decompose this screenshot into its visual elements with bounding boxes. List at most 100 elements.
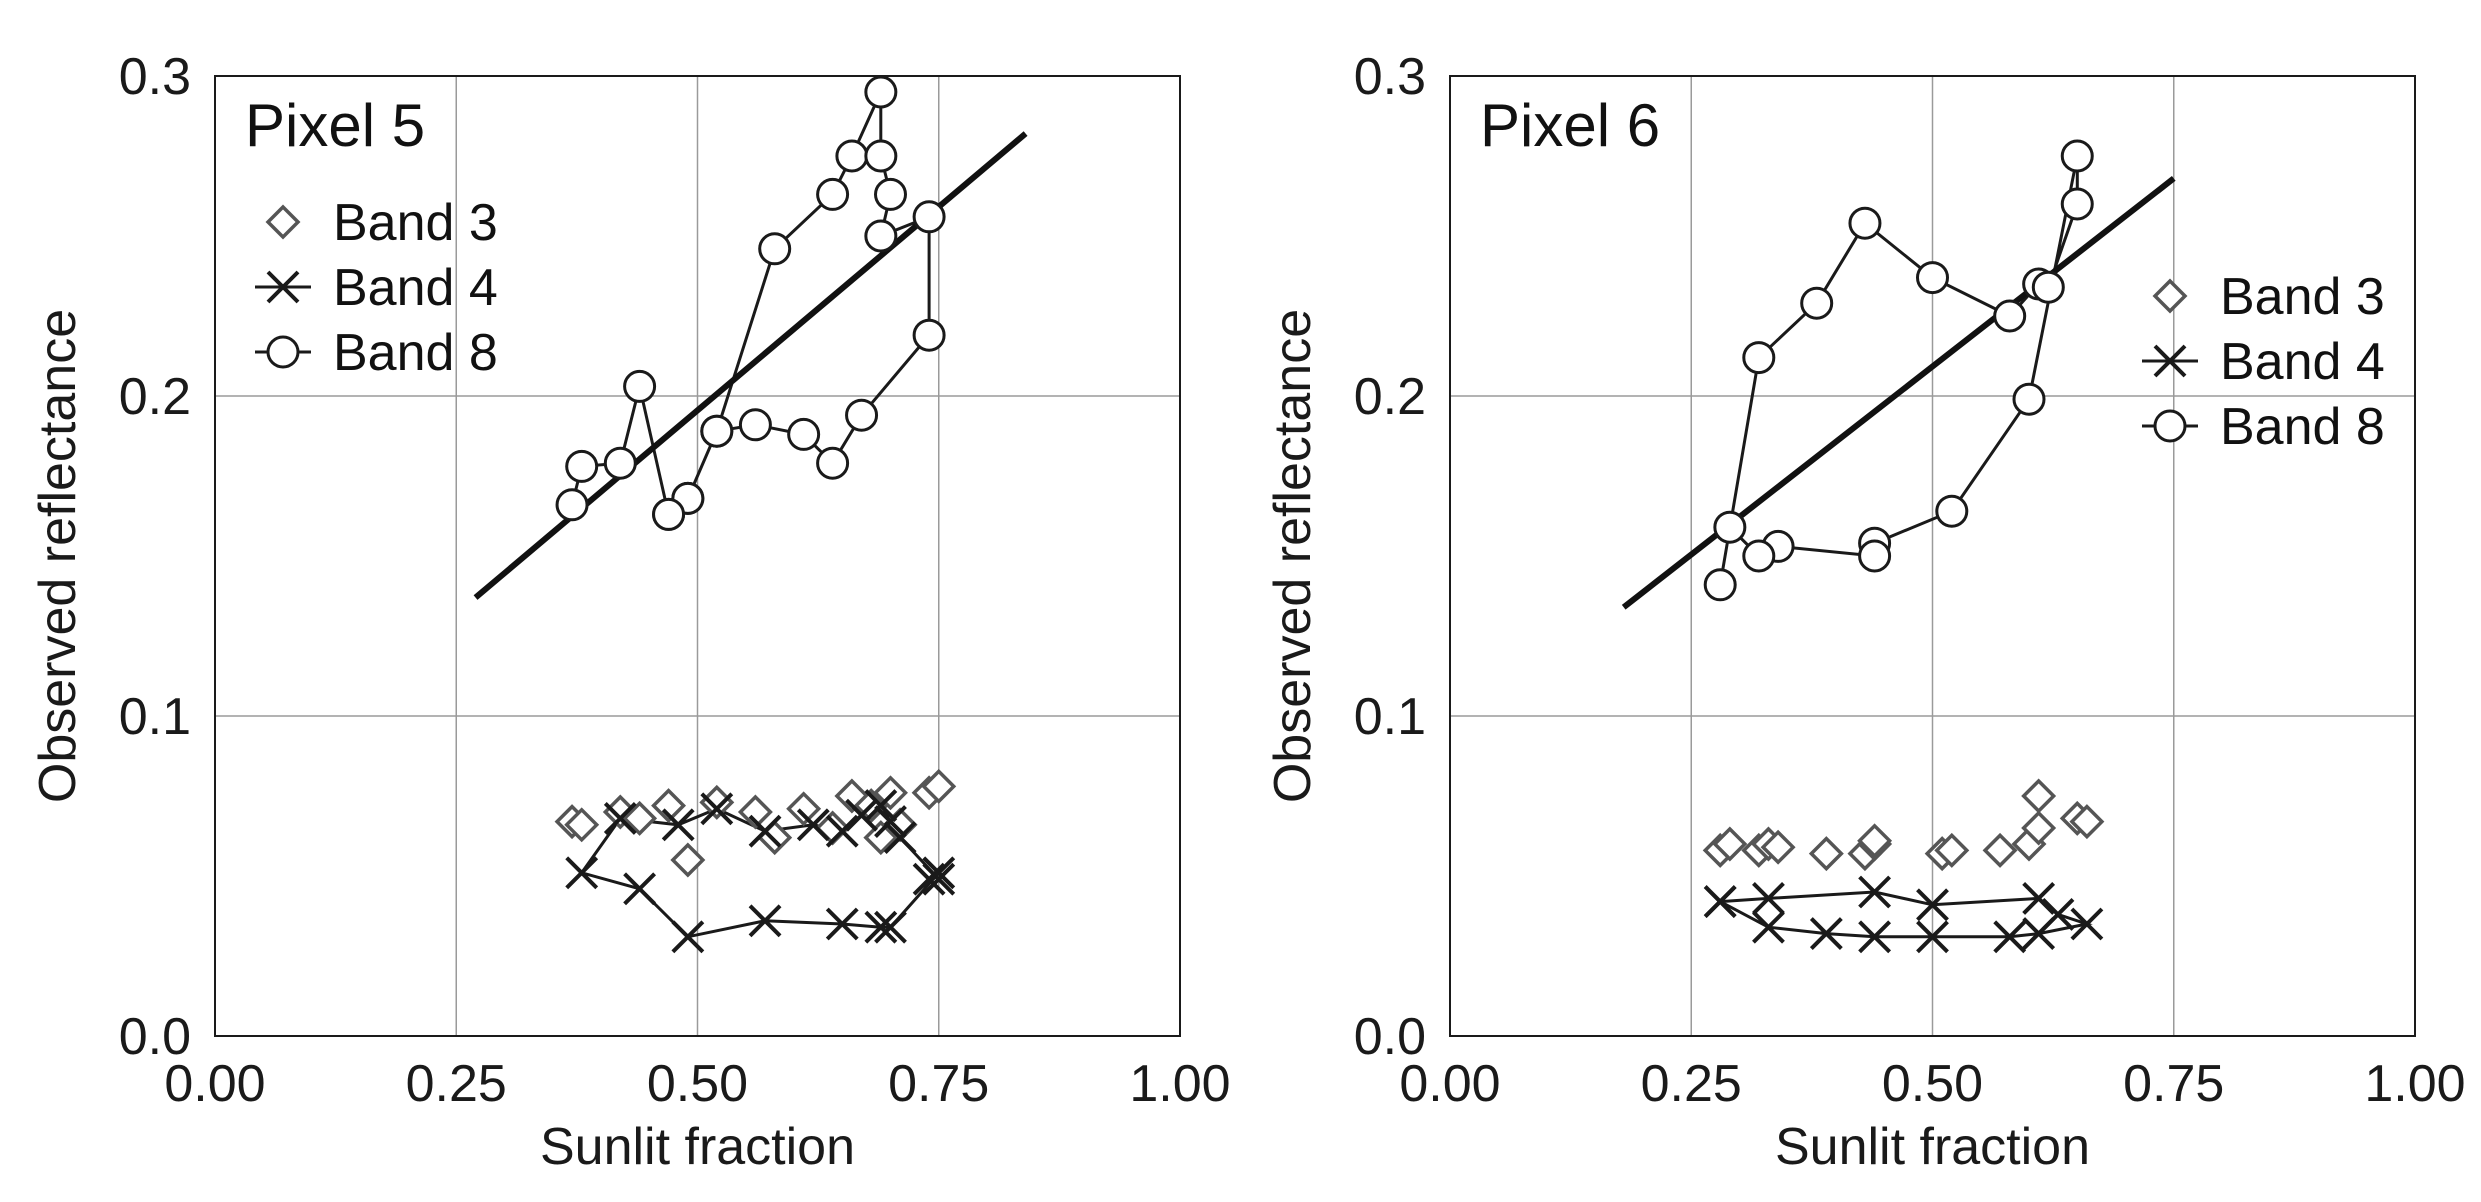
data-point-band-8 bbox=[816, 177, 850, 211]
legend-marker-circle bbox=[2153, 409, 2187, 443]
data-point-band-4 bbox=[825, 907, 859, 941]
x-tick-label: 0.00 bbox=[164, 1055, 265, 1113]
data-point-band-4 bbox=[1916, 888, 1949, 922]
data-point-band-4 bbox=[661, 808, 695, 842]
panel-2: 0.00 0.25 0.50 0.75 1.00 0.0 0.1 0.2 0.3 Sunlit f… bbox=[1264, 48, 2466, 1176]
data-point-band-8 bbox=[1703, 568, 1737, 602]
legend-label: Band 8 bbox=[333, 324, 498, 382]
data-point-band-8 bbox=[758, 232, 792, 266]
data-point-band-4 bbox=[845, 798, 878, 832]
data-point-band-3 bbox=[1712, 826, 1748, 862]
x-tick-label: 0.25 bbox=[406, 1055, 507, 1113]
data-point-band-4 bbox=[922, 856, 956, 890]
data-point-band-3 bbox=[1760, 829, 1796, 865]
data-point-band-4 bbox=[1703, 885, 1737, 919]
panel-1: 0.00 0.25 0.50 0.75 1.00 0.0 0.1 0.2 0.3 Sunlit f… bbox=[29, 48, 1231, 1176]
data-point-band-8 bbox=[603, 446, 637, 480]
data-point-band-8 bbox=[1916, 261, 1949, 295]
data-point-band-8 bbox=[1713, 510, 1747, 544]
data-point-band-3 bbox=[2021, 810, 2057, 846]
data-point-band-3 bbox=[622, 800, 658, 836]
plot-frame bbox=[1449, 75, 2416, 1037]
panel-title: Pixel 6 bbox=[1480, 92, 1660, 159]
data-point-band-4 bbox=[864, 910, 898, 944]
data-point-band-3 bbox=[1808, 836, 1844, 872]
data-point-band-3 bbox=[873, 775, 908, 811]
legend-label: Band 4 bbox=[2220, 333, 2385, 391]
x-axis-label: Sunlit fraction bbox=[1775, 1118, 2090, 1176]
legend: Band 3 Band 4 Band 8 bbox=[2142, 268, 2385, 456]
data-point-band-3 bbox=[564, 807, 600, 843]
legend-marker-x bbox=[266, 270, 300, 304]
data-point-band-8 bbox=[555, 488, 589, 522]
data-point-band-8 bbox=[2060, 139, 2094, 173]
data-point-band-4 bbox=[1752, 881, 1785, 915]
data-point-band-4 bbox=[922, 862, 956, 896]
data-point-band-8 bbox=[864, 75, 898, 109]
data-point-band-4 bbox=[565, 856, 599, 890]
y-axis-label: Observed reflectance bbox=[1264, 309, 1322, 803]
data-point-band-3 bbox=[1857, 823, 1893, 859]
data-point-band-4 bbox=[748, 814, 782, 848]
x-tick-label: 0.75 bbox=[2123, 1055, 2224, 1113]
data-point-band-4 bbox=[874, 805, 907, 839]
series-line-band-8 bbox=[1718, 155, 2079, 586]
legend-label: Band 8 bbox=[2220, 398, 2385, 456]
data-point-band-4 bbox=[1858, 920, 1892, 954]
data-point-band-4 bbox=[1858, 875, 1892, 909]
panel-title: Pixel 5 bbox=[245, 92, 425, 159]
data-point-band-3 bbox=[921, 768, 957, 804]
x-axis-label: Sunlit fraction bbox=[540, 1118, 855, 1176]
x-tick-label: 0.50 bbox=[1882, 1055, 1983, 1113]
legend-label: Band 4 bbox=[333, 259, 498, 317]
data-point-band-4 bbox=[603, 801, 637, 835]
legend-marker-diamond bbox=[2152, 278, 2188, 314]
data-point-band-8 bbox=[1848, 206, 1882, 240]
data-point-band-8 bbox=[565, 449, 599, 483]
data-point-band-4 bbox=[748, 904, 782, 938]
data-point-band-8 bbox=[2012, 382, 2046, 416]
data-point-band-8 bbox=[835, 139, 869, 173]
data-point-band-3 bbox=[786, 791, 822, 827]
y-tick-label: 0.2 bbox=[119, 368, 191, 426]
data-point-band-8 bbox=[912, 318, 946, 352]
series-line-band-4 bbox=[1719, 890, 2093, 939]
data-point-band-8 bbox=[1858, 539, 1892, 573]
data-point-band-8 bbox=[2060, 187, 2094, 221]
legend-label: Band 3 bbox=[2220, 268, 2385, 326]
data-point-band-8 bbox=[864, 219, 898, 253]
y-tick-label: 0.2 bbox=[1354, 368, 1426, 426]
data-point-band-8 bbox=[2031, 270, 2065, 304]
data-point-band-4 bbox=[2022, 917, 2056, 951]
data-point-band-4 bbox=[1809, 917, 1843, 951]
data-point-band-4 bbox=[912, 862, 946, 896]
data-point-band-8 bbox=[1800, 286, 1834, 320]
data-point-band-3 bbox=[2069, 804, 2105, 840]
y-axis-label: Observed reflectance bbox=[29, 309, 87, 803]
data-point-band-4 bbox=[796, 808, 830, 842]
data-point-band-4 bbox=[1916, 920, 1949, 954]
plot-frame bbox=[214, 75, 1181, 1037]
legend-marker-circle bbox=[266, 335, 300, 369]
data-point-band-3 bbox=[651, 788, 687, 824]
data-point-band-4 bbox=[623, 872, 657, 906]
data-point-band-4 bbox=[2022, 881, 2056, 915]
data-point-band-8 bbox=[1742, 539, 1776, 573]
data-point-band-8 bbox=[787, 417, 821, 451]
data-point-band-3 bbox=[737, 794, 773, 830]
x-tick-label: 0.50 bbox=[647, 1055, 748, 1113]
data-point-band-4 bbox=[1752, 910, 1785, 944]
data-point-band-8 bbox=[1993, 299, 2027, 333]
fit-line bbox=[1621, 176, 2176, 610]
y-tick-label: 0.1 bbox=[119, 688, 191, 746]
data-point-band-8 bbox=[1742, 341, 1776, 375]
data-point-band-4 bbox=[2070, 907, 2104, 941]
data-point-band-4 bbox=[883, 821, 917, 855]
data-point-band-3 bbox=[863, 820, 899, 856]
data-point-band-8 bbox=[738, 408, 772, 442]
data-point-band-4 bbox=[1993, 920, 2027, 954]
data-point-band-4 bbox=[671, 920, 705, 954]
x-tick-label: 1.00 bbox=[1129, 1055, 1230, 1113]
